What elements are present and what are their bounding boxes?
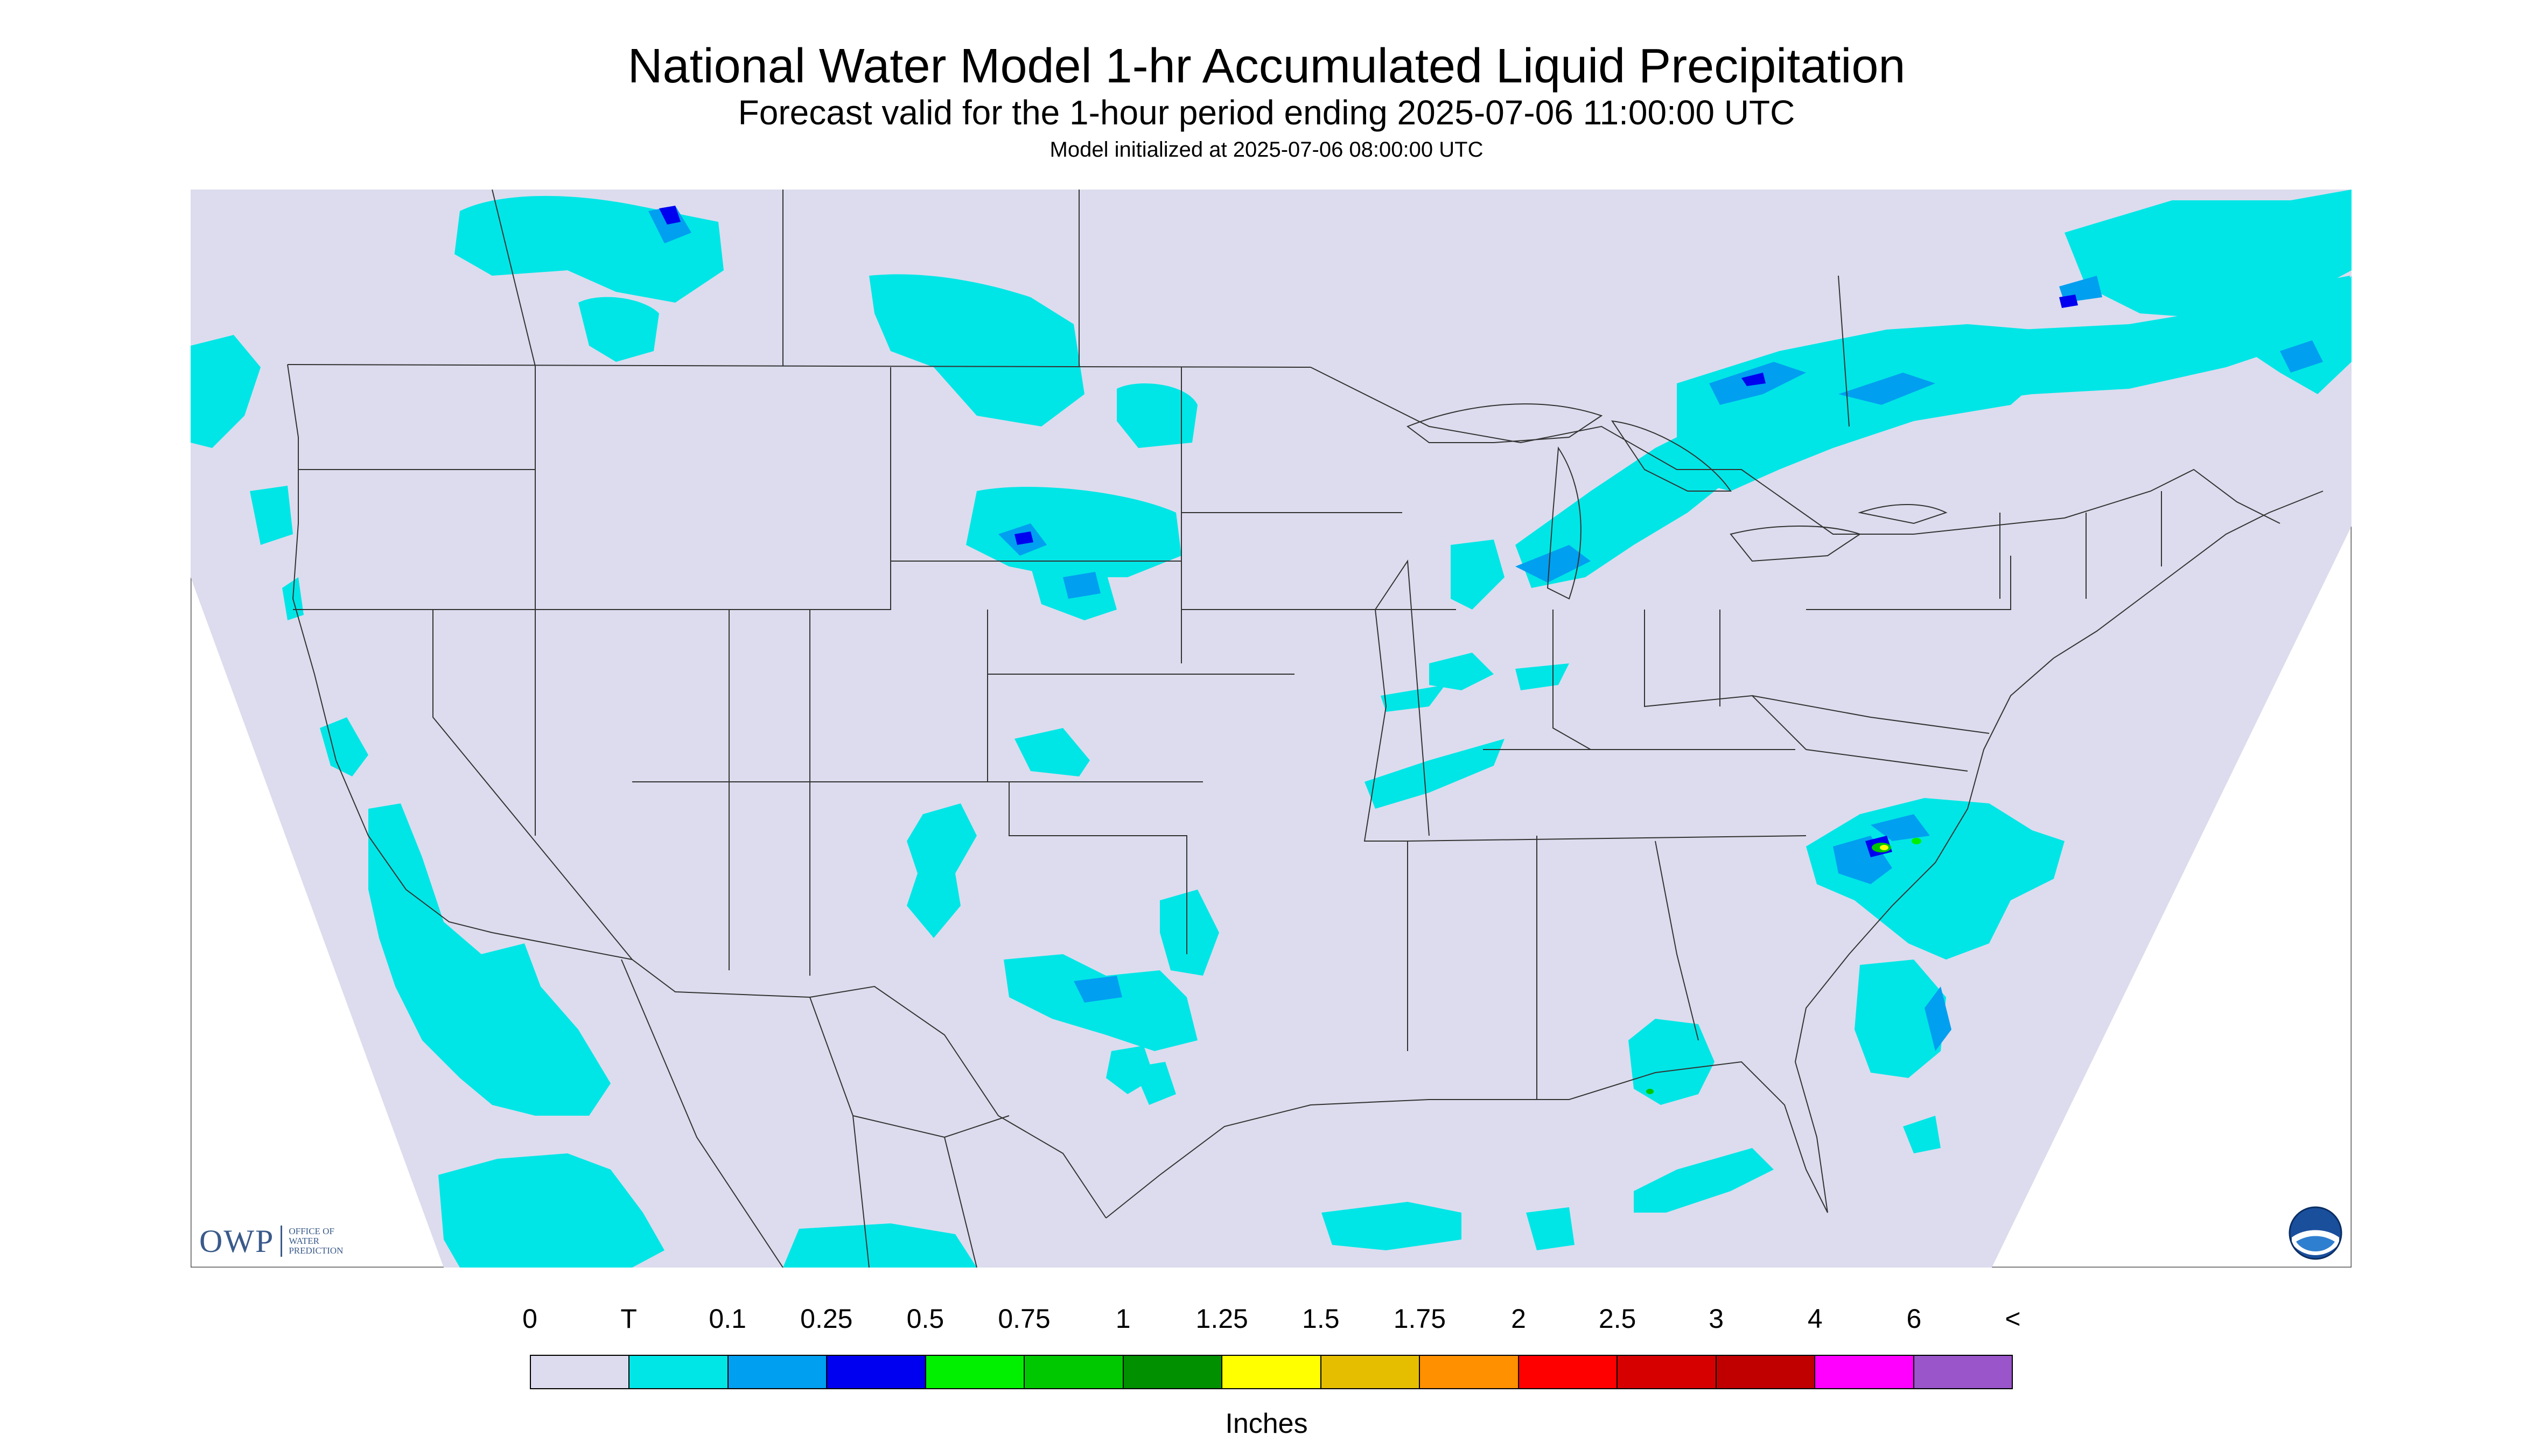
legend-tick-label: 6 [1906,1304,1922,1334]
legend-swatch [1222,1356,1321,1388]
legend-swatch [1815,1356,1914,1388]
legend-labels: 0 T 0.1 0.25 0.5 0.75 1 1.25 1.5 1.75 2 2.5 3 4 6 < [0,1303,2533,1341]
legend-tick-label: 3 [1709,1304,1724,1334]
legend-swatch [531,1356,630,1388]
great-lakes [1406,403,1948,600]
legend-tick-label: 0.1 [709,1304,746,1334]
precip-light-blue-areas [648,206,2323,1051]
legend-swatch [728,1356,828,1388]
owp-logo: OWP OFFICE OF WATER PREDICTION [199,1222,343,1260]
owp-text-line: OFFICE OF [289,1226,334,1236]
legend-color-bar [530,1355,2013,1389]
legend-tick-label: 0.5 [906,1304,944,1334]
model-domain [191,190,2352,1268]
legend-swatch [1321,1356,1421,1388]
legend-swatch [1716,1356,1816,1388]
legend-tick-label: < [2005,1304,2021,1334]
precip-heavy-cores [1646,838,1921,1094]
noaa-logo [2289,1206,2342,1260]
owp-mark: OWP [199,1223,275,1259]
political-borders [287,190,2324,1268]
legend-swatch [1618,1356,1717,1388]
legend-tick-label: 2 [1511,1304,1526,1334]
legend-swatch [926,1356,1025,1388]
map-title: National Water Model 1-hr Accumulated Li… [627,39,1906,93]
owp-divider [281,1226,283,1257]
owp-text-line: PREDICTION [289,1245,344,1256]
legend-swatch [1914,1356,2012,1388]
legend-swatch [827,1356,926,1388]
legend-tick-label: 2.5 [1598,1304,1636,1334]
legend-tick-label: 0.25 [800,1304,853,1334]
legend-swatch [1420,1356,1519,1388]
legend-swatch [1123,1356,1223,1388]
owp-text-line: WATER [289,1236,320,1246]
legend-tick-label: T [620,1304,637,1334]
legend-units: Inches [1225,1408,1308,1439]
owp-text: OFFICE OF WATER PREDICTION [289,1227,343,1256]
legend-tick-label: 1.25 [1195,1304,1248,1334]
precipitation-map [191,190,2352,1268]
map-subtitle: Forecast valid for the 1-hour period end… [738,93,1795,132]
legend-swatch [1025,1356,1124,1388]
legend-tick-label: 1.5 [1302,1304,1340,1334]
legend-swatch [1519,1356,1618,1388]
legend-tick-label: 4 [1807,1304,1823,1334]
legend-swatch [629,1356,729,1388]
legend-tick-label: 0.75 [998,1304,1051,1334]
model-init-line: Model initialized at 2025-07-06 08:00:00… [1049,138,1484,162]
legend-tick-label: 1.75 [1393,1304,1446,1334]
legend-tick-label: 1 [1115,1304,1131,1334]
legend-tick-label: 0 [522,1304,537,1334]
